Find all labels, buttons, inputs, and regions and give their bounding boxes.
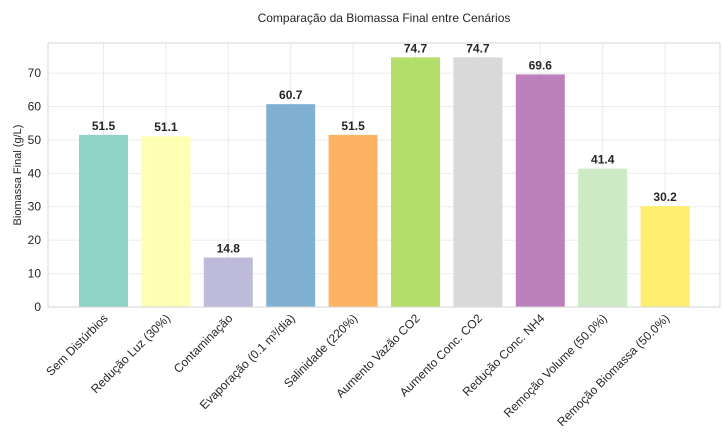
bar — [328, 134, 378, 307]
bar-value-label: 51.1 — [154, 120, 178, 134]
y-tick-label: 50 — [28, 133, 42, 147]
bar — [515, 74, 565, 307]
y-tick-label: 70 — [28, 66, 42, 80]
y-axis-ticks: 0 10 20 30 40 50 60 70 — [28, 66, 42, 314]
x-tick-label: Remoção Volume (50.0%) — [501, 311, 610, 420]
bar — [453, 57, 503, 307]
x-tick-label: Remoção Biomassa (50.0%) — [554, 311, 672, 429]
bar — [578, 168, 628, 307]
y-tick-label: 30 — [28, 200, 42, 214]
y-tick-label: 60 — [28, 99, 42, 113]
bar-value-label: 51.5 — [341, 119, 365, 133]
bar — [79, 134, 128, 307]
bar-value-label: 30.2 — [653, 190, 677, 204]
y-tick-label: 10 — [28, 267, 42, 281]
bar-value-label: 69.6 — [529, 58, 553, 72]
bar-value-label: 74.7 — [466, 41, 490, 55]
bar-value-label: 60.7 — [279, 88, 303, 102]
bar — [203, 257, 253, 307]
bar — [640, 206, 690, 307]
bar-value-label: 74.7 — [404, 41, 428, 55]
x-tick-label: Sem Distúrbios — [43, 311, 110, 378]
chart-title: Comparação da Biomassa Final entre Cenár… — [258, 11, 511, 25]
bar-value-label: 14.8 — [217, 242, 241, 256]
bar — [391, 57, 440, 307]
bars — [79, 57, 690, 308]
bar — [141, 136, 191, 307]
x-tick-label: Contaminação — [171, 311, 236, 376]
bar — [266, 104, 316, 308]
y-axis-label: Biomassa Final (g/L) — [12, 125, 24, 226]
y-tick-label: 40 — [28, 166, 42, 180]
y-tick-label: 0 — [34, 300, 41, 314]
plot-frame — [47, 42, 721, 308]
bar-value-label: 41.4 — [591, 153, 615, 167]
value-labels: 51.5 51.1 14.8 60.7 51.5 74.7 74.7 69.6 41.4 30.2 — [92, 41, 677, 255]
bar-value-label: 51.5 — [92, 119, 116, 133]
y-tick-label: 20 — [28, 233, 42, 247]
